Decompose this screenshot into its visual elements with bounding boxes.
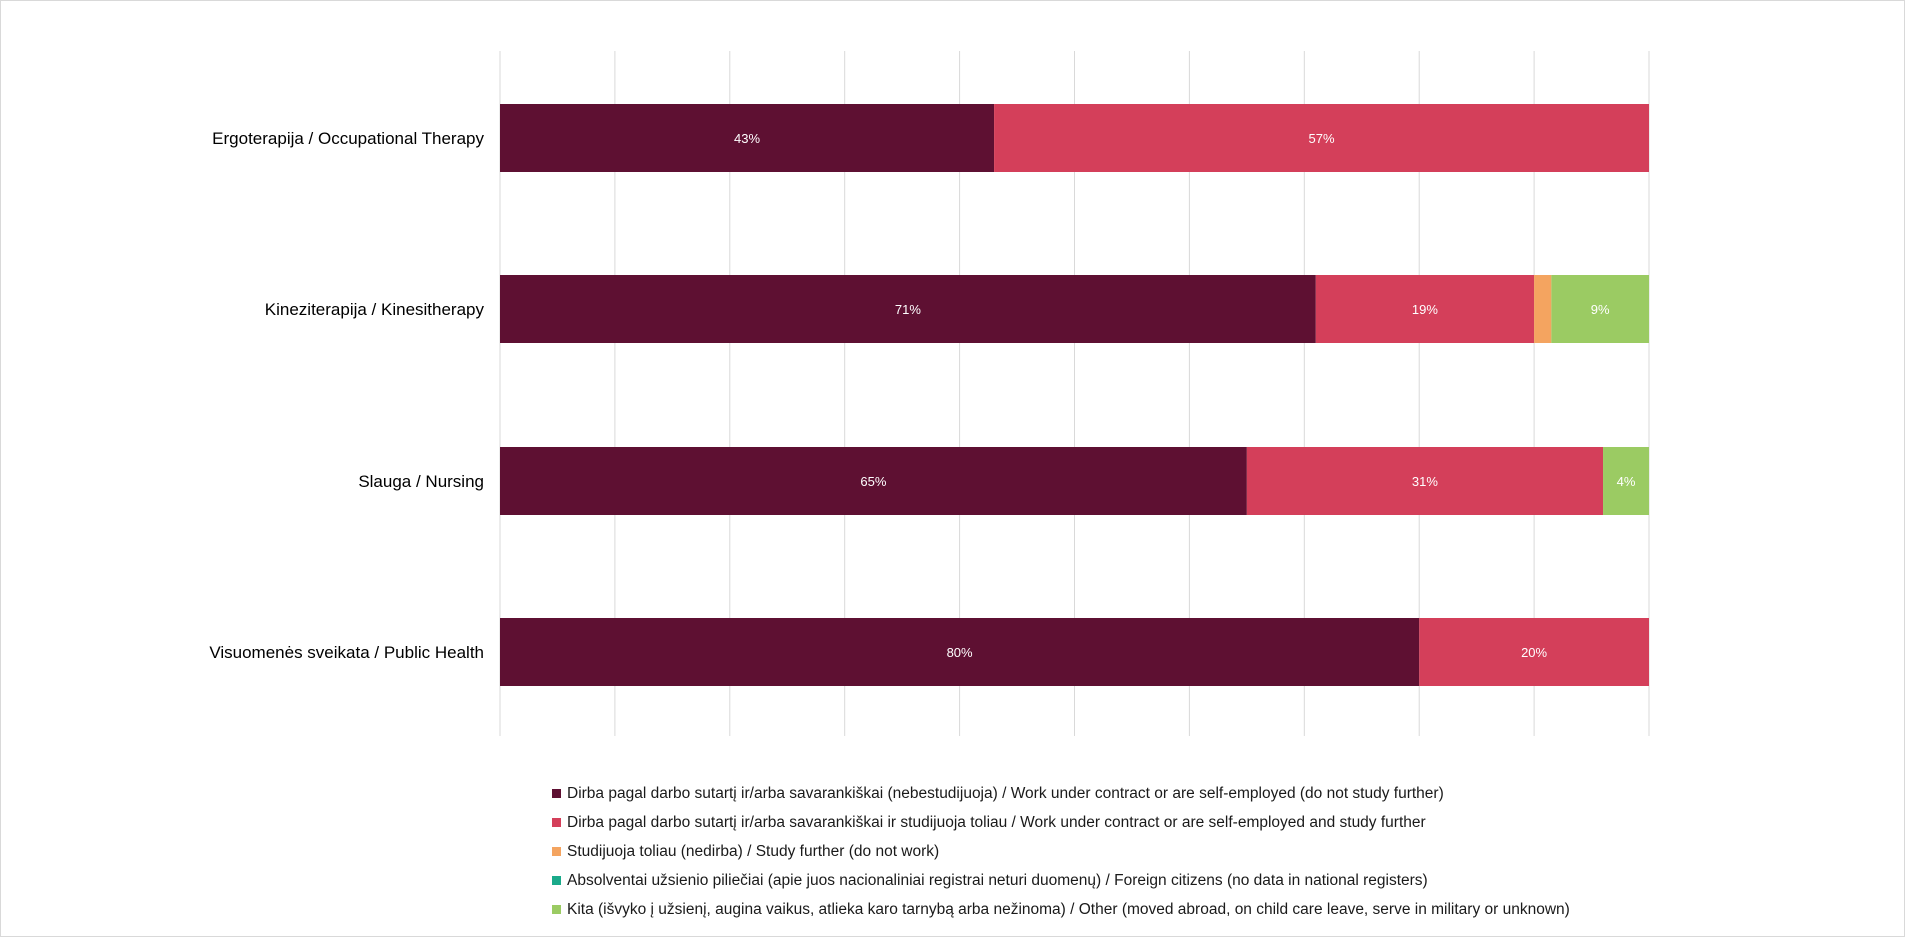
bars: 43% 57% 71% 19% 9% 65% 31% 4% 80% 20% — [500, 104, 1649, 686]
legend-swatch — [552, 818, 561, 827]
data-label: 65% — [860, 474, 886, 489]
data-label: 31% — [1412, 474, 1438, 489]
legend-label: Dirba pagal darbo sutartį ir/arba savara… — [567, 784, 1444, 802]
data-label: 57% — [1309, 131, 1335, 146]
legend-swatch — [552, 876, 561, 885]
legend-swatch — [552, 905, 561, 914]
legend-label: Absolventai užsienio piliečiai (apie juo… — [567, 871, 1428, 889]
bar-segment — [1419, 618, 1649, 686]
category-label: Slauga / Nursing — [358, 472, 484, 491]
legend-item: Dirba pagal darbo sutartį ir/arba savara… — [552, 808, 1570, 837]
data-label: 71% — [895, 302, 921, 317]
category-label: Kineziterapija / Kinesitherapy — [265, 300, 485, 319]
legend-swatch — [552, 789, 561, 798]
bar-segment — [994, 104, 1649, 172]
data-label: 20% — [1521, 645, 1547, 660]
legend-item: Kita (išvyko į užsienį, augina vaikus, a… — [552, 895, 1570, 924]
data-label: 80% — [947, 645, 973, 660]
bar-segment — [1534, 275, 1552, 343]
legend-label: Kita (išvyko į užsienį, augina vaikus, a… — [567, 900, 1570, 918]
bar-segment — [1246, 447, 1604, 515]
legend-item: Absolventai užsienio piliečiai (apie juo… — [552, 866, 1570, 895]
data-label: 43% — [734, 131, 760, 146]
data-label: 9% — [1591, 302, 1610, 317]
legend-item: Dirba pagal darbo sutartį ir/arba savara… — [552, 779, 1570, 808]
data-label: 19% — [1412, 302, 1438, 317]
bar-segment — [1551, 275, 1649, 343]
bar-segment — [500, 447, 1247, 515]
bar-segment — [500, 618, 1420, 686]
bar-segment — [500, 275, 1316, 343]
legend: Dirba pagal darbo sutartį ir/arba savara… — [552, 779, 1570, 924]
legend-item: Studijuoja toliau (nedirba) / Study furt… — [552, 837, 1570, 866]
bar-segment — [1315, 275, 1535, 343]
bar-segment — [1603, 447, 1649, 515]
category-label: Ergoterapija / Occupational Therapy — [212, 129, 484, 148]
legend-label: Studijuoja toliau (nedirba) / Study furt… — [567, 842, 940, 860]
bar-segment — [500, 104, 995, 172]
category-label: Visuomenės sveikata / Public Health — [209, 643, 484, 662]
data-label: 4% — [1617, 474, 1636, 489]
legend-swatch — [552, 847, 561, 856]
category-labels: Ergoterapija / Occupational Therapy Kinez… — [209, 129, 484, 662]
legend-label: Dirba pagal darbo sutartį ir/arba savara… — [567, 813, 1426, 831]
